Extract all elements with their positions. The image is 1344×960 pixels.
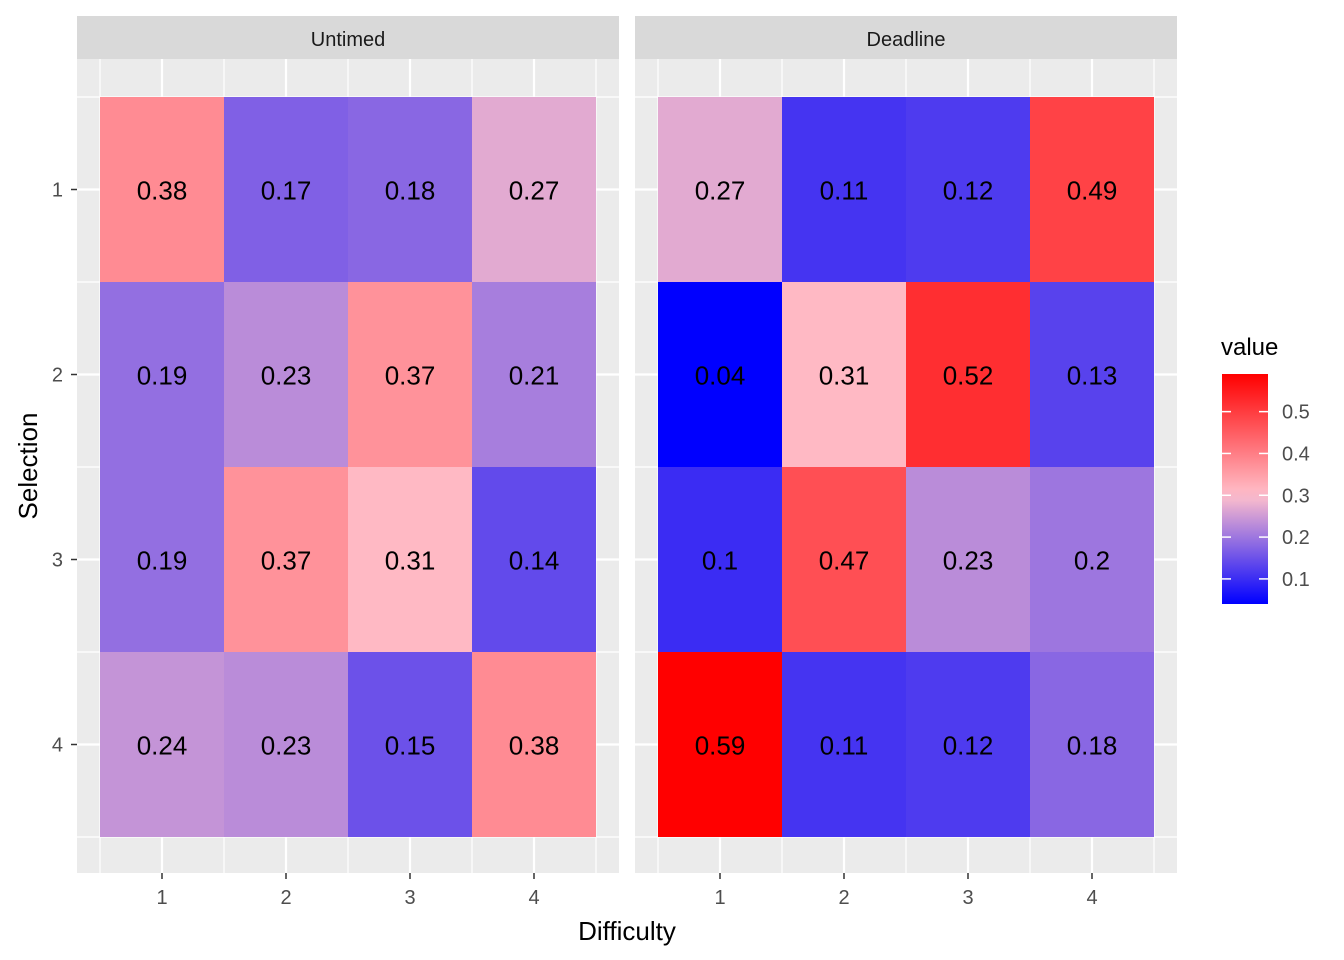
facet-label: Untimed: [311, 29, 385, 51]
cell-value-label: 0.12: [943, 731, 994, 761]
cell-value-label: 0.04: [695, 361, 746, 391]
heatmap-cell: [224, 652, 348, 837]
heatmap-cell: [100, 652, 224, 837]
cell-value-label: 0.23: [943, 546, 994, 576]
facet-strip: [635, 16, 1177, 59]
heatmap-cell: [100, 467, 224, 652]
legend-tick-label: 0.4: [1282, 443, 1310, 465]
legend-tick-label: 0.1: [1282, 569, 1310, 591]
cell-value-label: 0.23: [261, 731, 312, 761]
x-tick-label: 4: [1086, 887, 1097, 909]
facet-panels: Untimed 0.38 0.17 0.18 0.27 0.19 0.23 0.37 0.21 0…: [77, 16, 1177, 873]
cell-value-label: 0.18: [1067, 731, 1118, 761]
cell-value-label: 0.14: [509, 546, 560, 576]
cell-value-label: 0.11: [820, 176, 869, 206]
heatmap-cell: [224, 97, 348, 282]
facet-label: Deadline: [867, 29, 946, 51]
x-tick-label: 4: [528, 887, 539, 909]
cell-value-label: 0.12: [943, 176, 994, 206]
y-axis-title: Selection: [13, 413, 43, 520]
color-legend: value 0.1 0.2 0.3 0.4 0.5: [1221, 334, 1310, 604]
heatmap-cell: [1030, 652, 1154, 837]
cell-value-label: 0.17: [261, 176, 312, 206]
x-tick-label: 3: [404, 887, 415, 909]
cell-value-label: 0.13: [1067, 361, 1118, 391]
heatmap-cell: [1030, 97, 1154, 282]
panel-untimed: Untimed 0.38 0.17 0.18 0.27 0.19 0.23 0.37 0.21 0…: [77, 16, 619, 873]
heatmap-cell: [348, 652, 472, 837]
heatmap-cell: [782, 282, 906, 467]
heatmap-cell: [658, 652, 782, 837]
cell-value-label: 0.1: [702, 546, 738, 576]
facet-strip: [77, 16, 619, 59]
cell-value-label: 0.37: [385, 361, 436, 391]
legend-title: value: [1221, 334, 1278, 361]
legend-tick-label: 0.2: [1282, 527, 1310, 549]
heatmap-cell: [472, 467, 596, 652]
heatmap-cell: [348, 282, 472, 467]
heatmap-cell: [100, 97, 224, 282]
x-tick-label: 2: [280, 887, 291, 909]
cell-value-label: 0.31: [819, 361, 870, 391]
heatmap-cell: [658, 97, 782, 282]
heatmap-cell: [906, 282, 1030, 467]
heatmap-cell: [906, 652, 1030, 837]
legend-tick-label: 0.5: [1282, 402, 1310, 424]
cell-value-label: 0.27: [509, 176, 560, 206]
legend-tick-label: 0.3: [1282, 485, 1310, 507]
cell-value-label: 0.21: [509, 361, 560, 391]
cell-value-label: 0.47: [819, 546, 870, 576]
panel-deadline: Deadline 0.27 0.11 0.12 0.49 0.04 0.31 0.52 0.13…: [635, 16, 1177, 873]
y-tick-label: 2: [52, 365, 63, 387]
axes: 1 2 3 4 1 2 3 4 1 2 3 4: [52, 180, 1098, 910]
heatmap-cell: [782, 97, 906, 282]
x-tick-label: 2: [838, 887, 849, 909]
x-tick-label: 3: [962, 887, 973, 909]
cell-value-label: 0.38: [509, 731, 560, 761]
cell-value-label: 0.52: [943, 361, 994, 391]
cell-value-label: 0.11: [820, 731, 869, 761]
heatmap-cell: [472, 652, 596, 837]
cell-value-label: 0.24: [137, 731, 188, 761]
x-tick-label: 1: [714, 887, 725, 909]
heatmap-cell: [658, 282, 782, 467]
cell-value-label: 0.2: [1074, 546, 1110, 576]
heatmap-cell: [472, 97, 596, 282]
heatmap-cell: [782, 467, 906, 652]
cell-value-label: 0.37: [261, 546, 312, 576]
y-tick-label: 1: [52, 180, 63, 202]
heatmap-cell: [348, 467, 472, 652]
cell-value-label: 0.15: [385, 731, 436, 761]
cell-value-label: 0.18: [385, 176, 436, 206]
heatmap-cell: [782, 652, 906, 837]
cell-value-label: 0.23: [261, 361, 312, 391]
heatmap-cell: [472, 282, 596, 467]
heatmap-cell: [906, 467, 1030, 652]
legend-colorbar: [1222, 374, 1268, 604]
cell-value-label: 0.27: [695, 176, 746, 206]
heatmap-cell: [100, 282, 224, 467]
heatmap-cell: [1030, 282, 1154, 467]
heatmap-cell: [906, 97, 1030, 282]
cell-value-label: 0.49: [1067, 176, 1118, 206]
cell-value-label: 0.31: [385, 546, 436, 576]
cell-value-label: 0.19: [137, 361, 188, 391]
cell-value-label: 0.38: [137, 176, 188, 206]
heatmap-cell: [348, 97, 472, 282]
cell-value-label: 0.59: [695, 731, 746, 761]
heatmap-cell: [224, 467, 348, 652]
heatmap-cell: [224, 282, 348, 467]
y-tick-label: 3: [52, 550, 63, 572]
heatmap-cell: [1030, 467, 1154, 652]
cell-value-label: 0.19: [137, 546, 188, 576]
x-tick-label: 1: [156, 887, 167, 909]
y-tick-label: 4: [52, 735, 63, 757]
heatmap-cell: [658, 467, 782, 652]
x-axis-title: Difficulty: [578, 916, 676, 946]
